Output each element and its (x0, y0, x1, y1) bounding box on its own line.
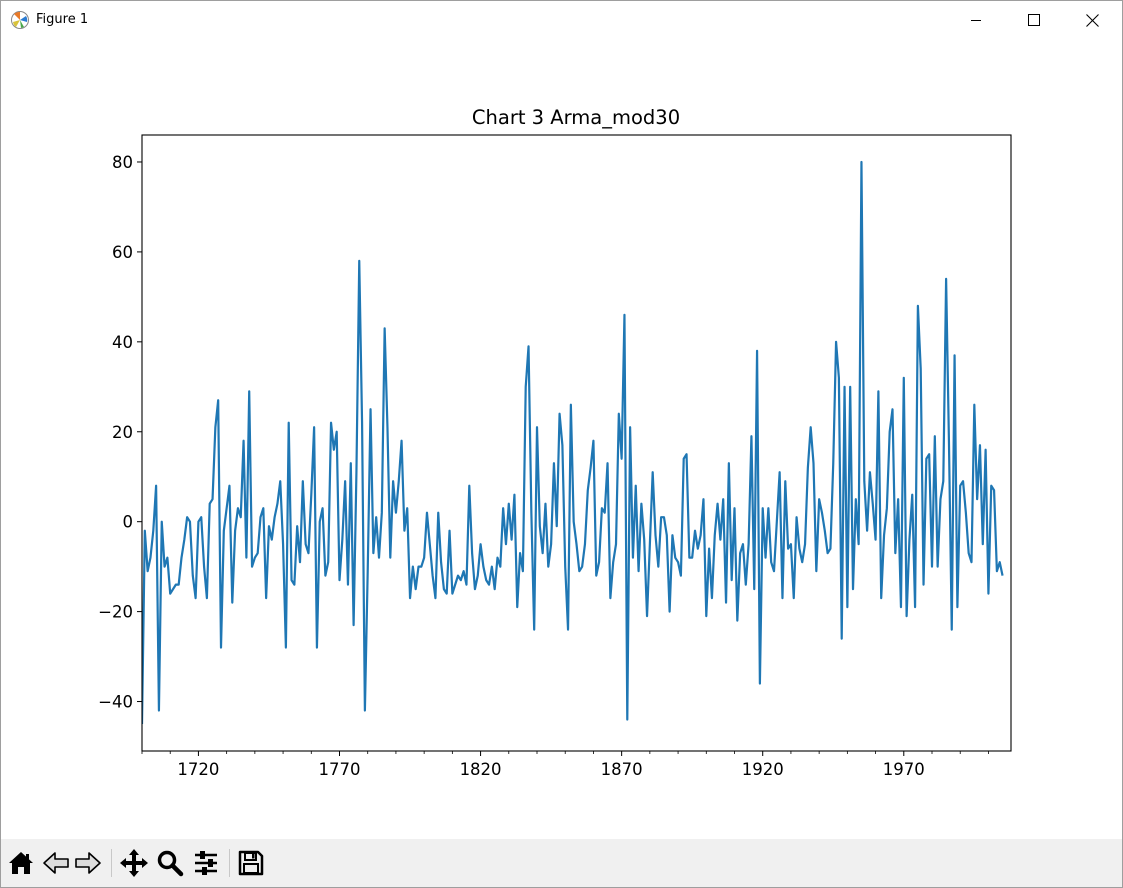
x-tick-label: 1720 (177, 760, 219, 779)
maximize-icon (1028, 14, 1040, 26)
series-line (142, 160, 1004, 725)
back-arrow-icon (43, 852, 69, 874)
back-button[interactable] (41, 848, 71, 878)
axes-frame (141, 134, 1012, 752)
y-tick-label: −20 (98, 603, 133, 622)
title-bar[interactable]: Figure 1 (1, 1, 1122, 39)
y-axis: −40 −20 0 20 40 60 80 (98, 153, 142, 712)
y-tick-label: 20 (112, 423, 133, 442)
x-tick-label: 1920 (742, 760, 784, 779)
forward-button[interactable] (73, 848, 103, 878)
matplotlib-app-icon (11, 11, 29, 29)
home-icon (9, 852, 33, 874)
x-tick-label: 1770 (319, 760, 361, 779)
maximize-button[interactable] (1005, 1, 1063, 39)
pan-button[interactable] (119, 848, 149, 878)
window-title: Figure 1 (36, 12, 89, 27)
y-tick-label: 0 (123, 513, 134, 532)
x-axis: 1720 1770 1820 1870 1920 1970 (141, 751, 989, 779)
plot-area (142, 160, 1004, 725)
pan-icon (120, 849, 148, 877)
save-icon (238, 850, 264, 876)
chart-title: Chart 3 Arma_mod30 (472, 106, 680, 129)
x-tick-label: 1970 (883, 760, 925, 779)
y-tick-label: 40 (112, 333, 133, 352)
x-tick-label: 1820 (460, 760, 502, 779)
minimize-icon (971, 20, 981, 21)
zoom-button[interactable] (155, 848, 185, 878)
configure-subplots-icon (195, 851, 217, 875)
save-button[interactable] (236, 848, 266, 878)
forward-arrow-icon (75, 852, 101, 874)
home-button[interactable] (6, 848, 36, 878)
y-tick-label: −40 (98, 693, 133, 712)
toolbar-separator (229, 849, 230, 877)
configure-subplots-button[interactable] (191, 848, 221, 878)
navigation-toolbar (1, 839, 1122, 887)
y-tick-label: 60 (112, 243, 133, 262)
close-button[interactable] (1063, 1, 1121, 39)
toolbar-separator (111, 849, 112, 877)
y-tick-label: 80 (112, 153, 133, 172)
x-tick-label: 1870 (601, 760, 643, 779)
zoom-icon (157, 850, 184, 877)
minimize-button[interactable] (947, 1, 1005, 39)
close-icon (1085, 13, 1099, 27)
